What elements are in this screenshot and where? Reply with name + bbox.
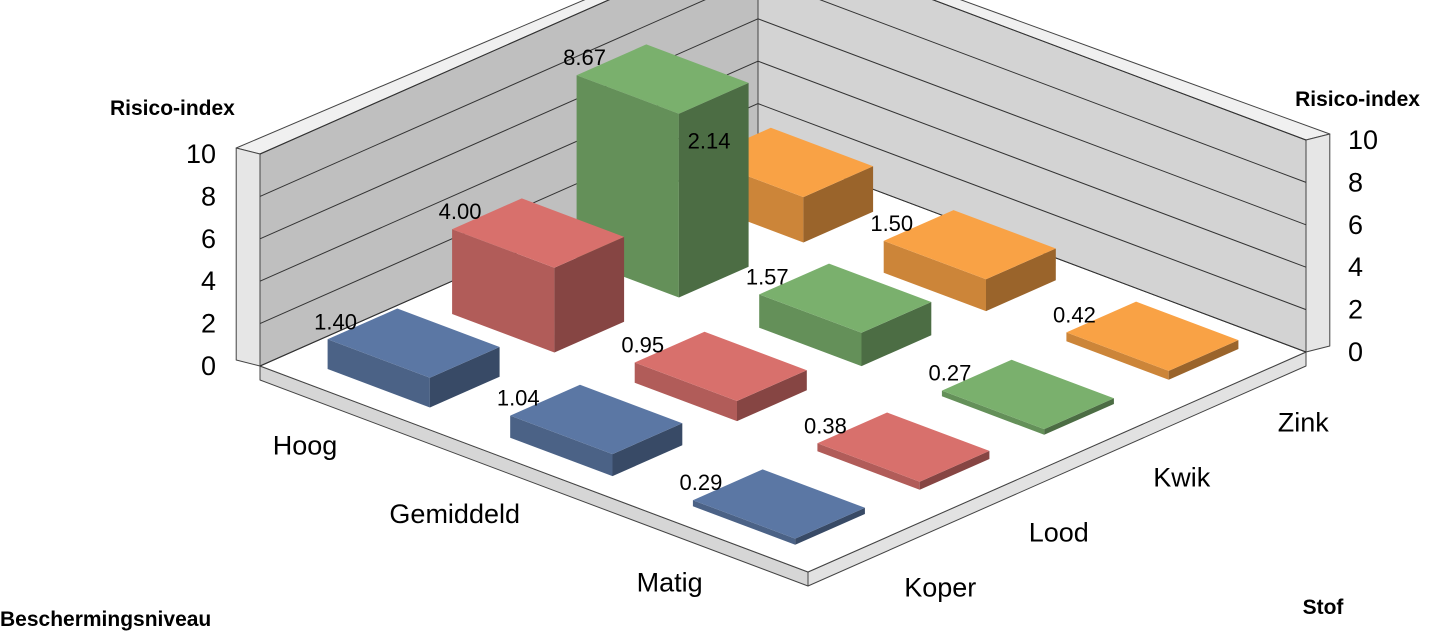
data-label: 0.42 bbox=[1053, 302, 1096, 327]
bar-lood-gemiddeld bbox=[634, 331, 807, 422]
z-tick-right: 6 bbox=[1348, 210, 1363, 240]
bar-top bbox=[883, 210, 1056, 280]
data-label: 0.38 bbox=[804, 413, 847, 438]
bar-top bbox=[692, 469, 865, 539]
bar-lood-hoog bbox=[452, 198, 625, 353]
z-tick-left: 2 bbox=[201, 309, 216, 339]
category-label-matig: Matig bbox=[637, 568, 703, 598]
chart-bars bbox=[327, 44, 1239, 545]
left-wall-edge bbox=[235, 147, 261, 367]
bar-top bbox=[576, 44, 749, 114]
bar-face-right bbox=[1168, 340, 1239, 380]
bar-zink-gemiddeld bbox=[883, 210, 1056, 312]
bar-face-right bbox=[803, 166, 874, 243]
bar-face-left bbox=[817, 443, 920, 490]
gridline bbox=[259, 60, 1307, 282]
bar-face-left bbox=[692, 500, 796, 545]
data-label: 8.67 bbox=[563, 45, 606, 70]
category-label-hoog: Hoog bbox=[273, 430, 338, 460]
substance-label-kwik: Kwik bbox=[1153, 463, 1211, 493]
bar-face-left bbox=[1066, 332, 1169, 380]
bar-top bbox=[634, 331, 807, 401]
z-tick-right: 4 bbox=[1348, 252, 1363, 282]
data-label: 2.14 bbox=[688, 129, 731, 154]
bar-face-right bbox=[795, 507, 865, 545]
substance-label-lood: Lood bbox=[1029, 518, 1089, 548]
substance-label-zink: Zink bbox=[1278, 408, 1330, 438]
bar-face-right bbox=[1044, 398, 1114, 435]
z-tick-left: 0 bbox=[201, 351, 216, 381]
z-axis-title-left: Risico-index bbox=[110, 97, 235, 120]
bar-face-right bbox=[429, 347, 500, 408]
data-label: 4.00 bbox=[439, 199, 482, 224]
z-tick-left: 10 bbox=[186, 139, 216, 169]
chart-labels: 0 0 2 2 4 4 6 6 8 8 10 10 2.14 8.67 1.50 4.00 1.57 0.42 1.… bbox=[0, 45, 1420, 631]
bar-zink-matig bbox=[1066, 301, 1239, 380]
data-label: 0.29 bbox=[679, 470, 722, 495]
substance-label-koper: Koper bbox=[904, 573, 976, 603]
bar-face-left bbox=[759, 294, 862, 367]
bar-face-right bbox=[554, 236, 625, 353]
bar-face-right bbox=[919, 450, 990, 490]
gridline bbox=[259, 0, 1307, 155]
bar-face-left bbox=[941, 390, 1045, 435]
z-tick-right: 2 bbox=[1348, 295, 1363, 325]
gridline bbox=[259, 103, 1307, 325]
bar-face-right bbox=[737, 370, 807, 422]
bar-face-right bbox=[986, 248, 1056, 312]
gridline bbox=[259, 0, 1307, 197]
data-label: 1.50 bbox=[870, 211, 913, 236]
z-tick-right: 8 bbox=[1348, 167, 1363, 197]
bar-face-left bbox=[883, 240, 986, 312]
category-label-gemiddeld: Gemiddeld bbox=[389, 499, 520, 529]
bar-koper-matig bbox=[692, 469, 865, 545]
z-axis-title-right: Risico-index bbox=[1295, 88, 1420, 111]
data-label: 1.40 bbox=[314, 309, 357, 334]
bar-top bbox=[452, 198, 625, 268]
bar-face-left bbox=[510, 415, 613, 477]
bar-top bbox=[510, 384, 683, 455]
z-tick-right: 0 bbox=[1348, 337, 1363, 367]
z-tick-right: 10 bbox=[1348, 125, 1378, 155]
bar-face-left bbox=[327, 339, 430, 408]
gridline bbox=[259, 18, 1307, 240]
bar-top bbox=[941, 359, 1114, 430]
data-label: 1.04 bbox=[497, 386, 540, 411]
bar-face-left bbox=[452, 229, 555, 353]
bar-top bbox=[817, 412, 990, 482]
bar-face-right bbox=[861, 302, 932, 367]
z-tick-left: 6 bbox=[201, 224, 216, 254]
bar-kwik-gemiddeld bbox=[759, 263, 932, 367]
x-axis-title: Beschermingsniveau bbox=[0, 608, 211, 631]
bar-top bbox=[759, 263, 932, 333]
bar-face-right bbox=[612, 423, 683, 477]
right-wall-edge bbox=[1305, 133, 1331, 353]
bar-top bbox=[327, 308, 500, 378]
bar-koper-gemiddeld bbox=[510, 384, 683, 477]
bar-kwik-matig bbox=[941, 359, 1114, 435]
y-axis-title: Stof bbox=[1303, 596, 1345, 619]
bar-top bbox=[1066, 301, 1239, 371]
z-tick-left: 4 bbox=[201, 266, 216, 296]
bar-face-left bbox=[634, 362, 737, 422]
data-label: 1.57 bbox=[746, 264, 789, 289]
data-label: 0.95 bbox=[621, 333, 664, 358]
bar-koper-hoog bbox=[327, 308, 500, 408]
data-label: 0.27 bbox=[928, 361, 971, 386]
bar-lood-matig bbox=[817, 412, 990, 490]
z-tick-left: 8 bbox=[201, 181, 216, 211]
bar-face-right bbox=[678, 82, 749, 298]
